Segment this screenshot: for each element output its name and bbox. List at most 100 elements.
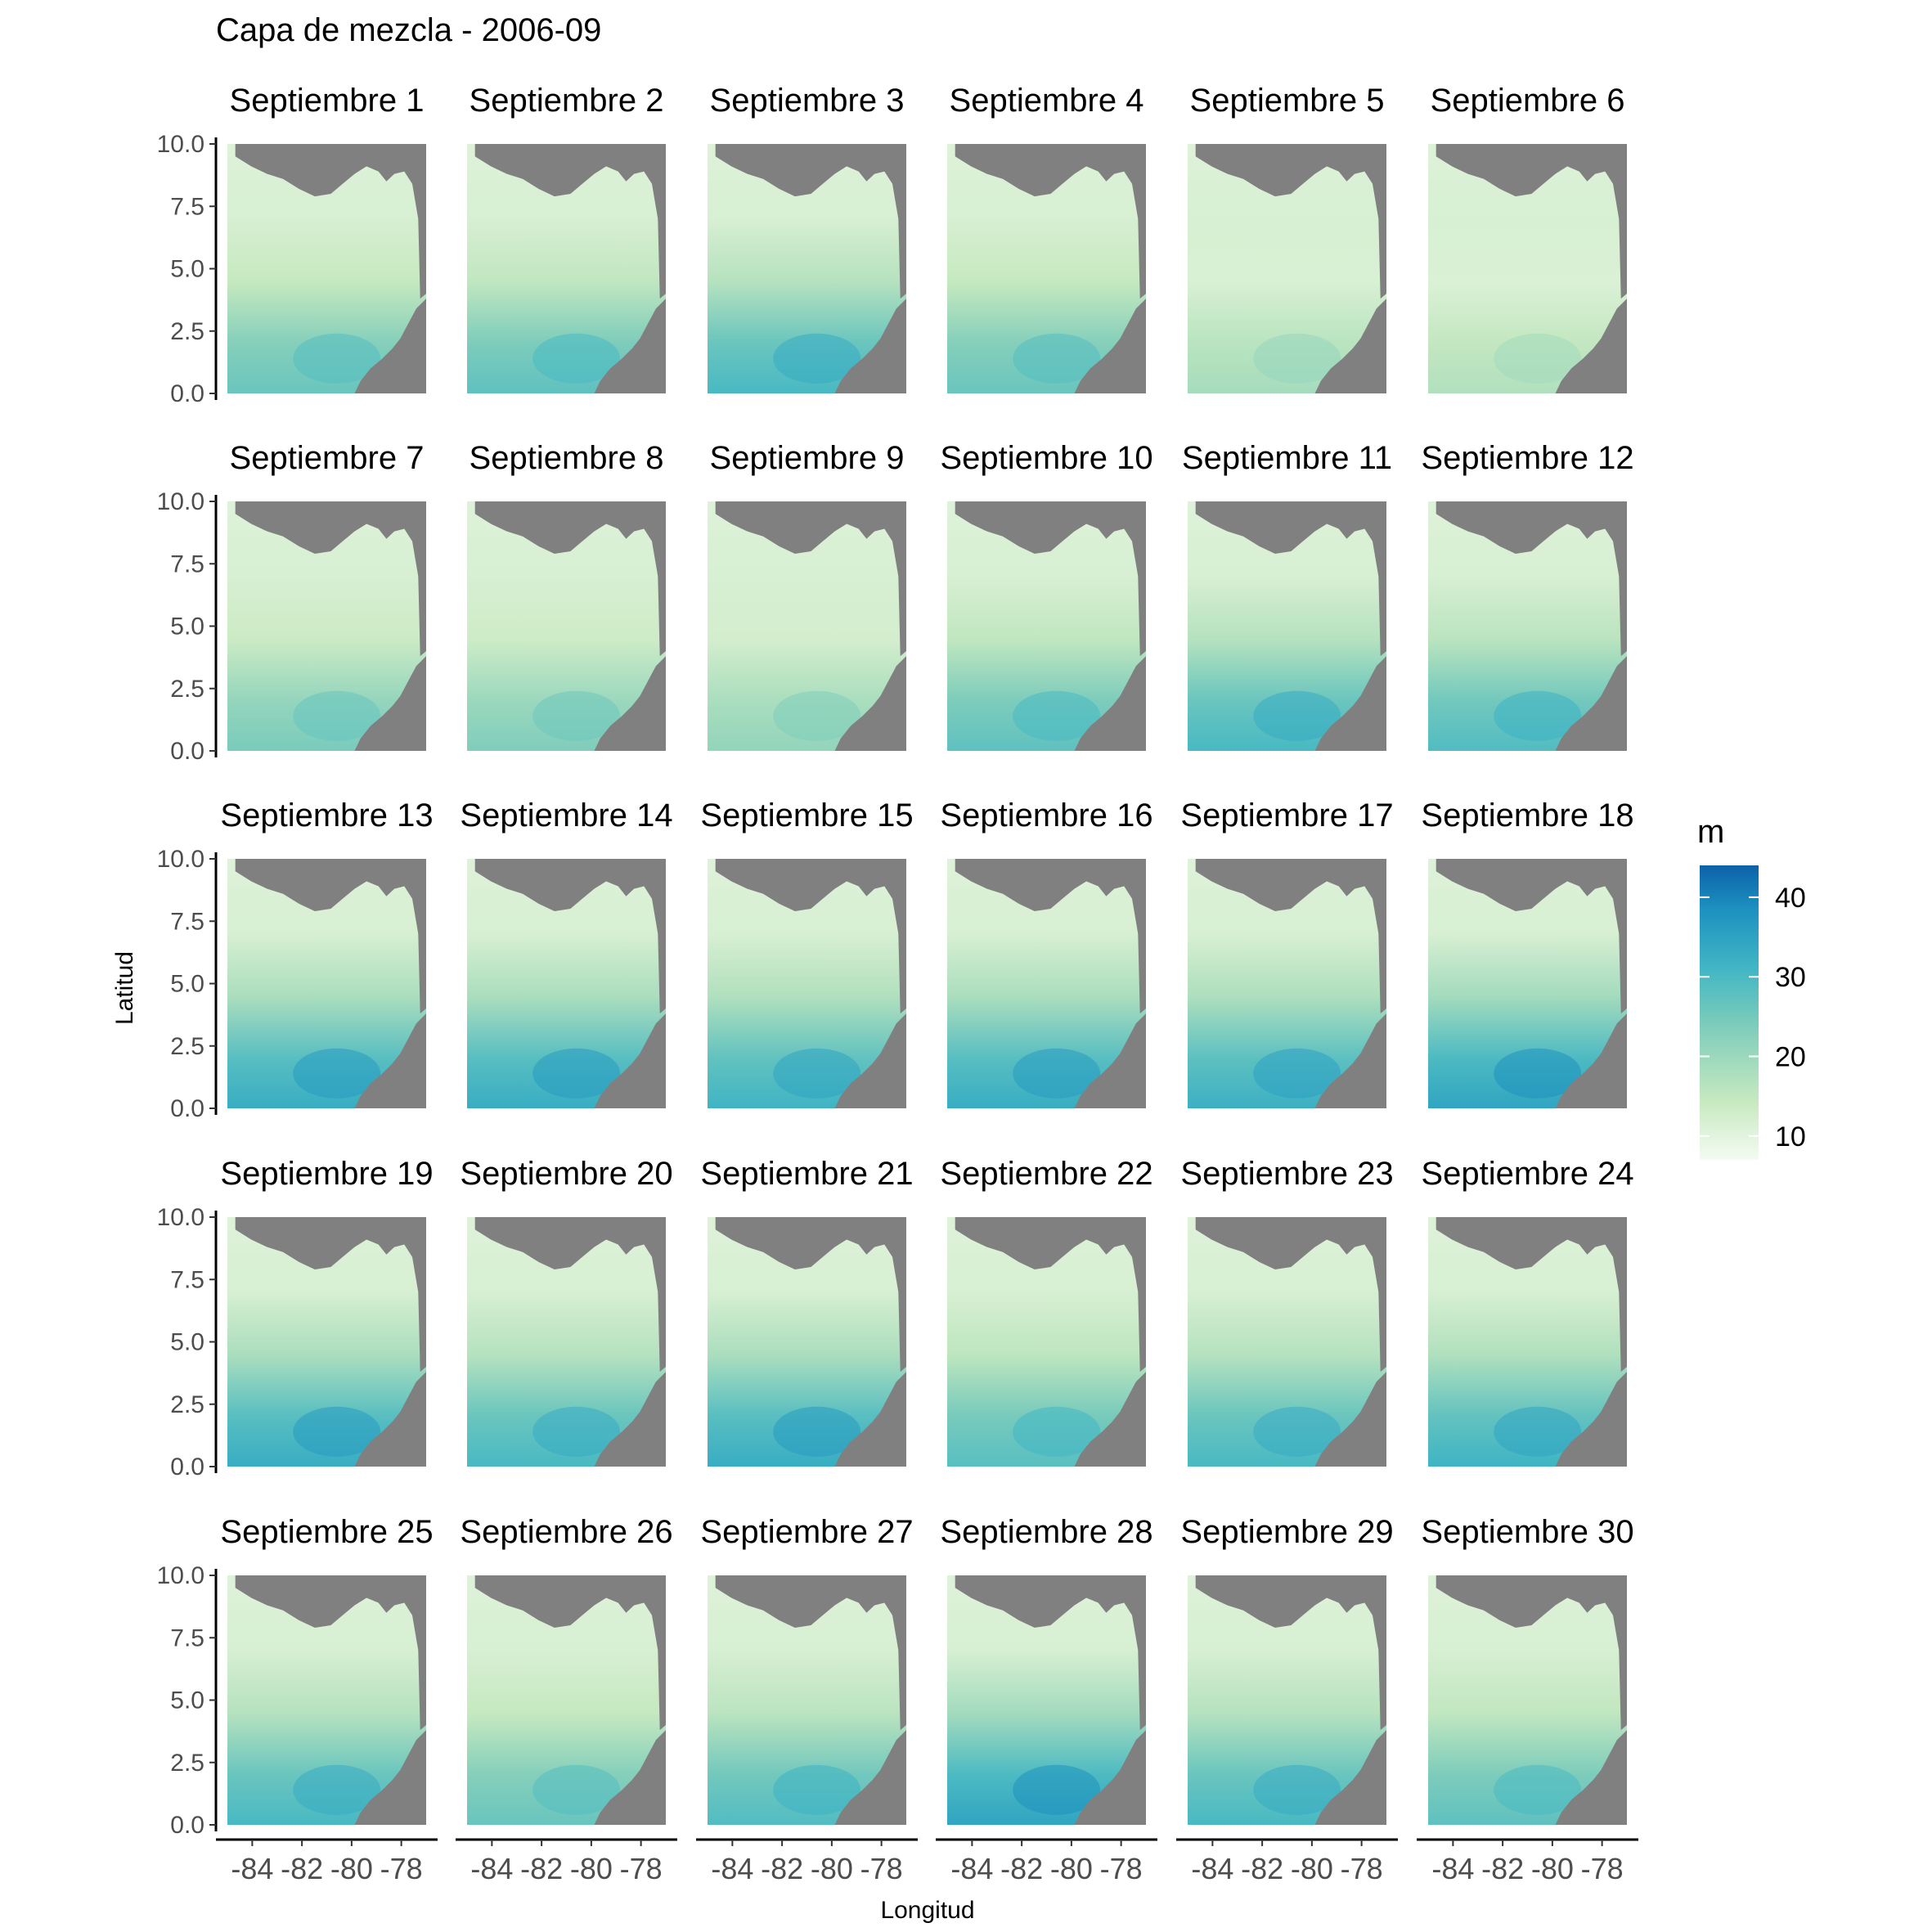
land-mask-south	[354, 656, 426, 751]
colorbar-legend: m 40 30 20 10	[1697, 814, 1806, 1160]
y-tick-label: 2.5	[170, 1750, 204, 1777]
facet-label: Septiembre 13	[220, 798, 433, 833]
land-mask-south	[594, 1372, 666, 1467]
heat-core	[1494, 1406, 1582, 1457]
colorbar-tick-label: 30	[1775, 962, 1806, 993]
land-mask-north	[715, 144, 906, 299]
facet-panel: Septiembre 25 0.0 2.5 5.0 7.5 10.0 -84 -82 -80 -7…	[157, 1514, 438, 1885]
x-tick-label: -84	[1431, 1852, 1474, 1885]
land-mask-south	[594, 1730, 666, 1825]
land-mask-south	[354, 1730, 426, 1825]
land-mask-north	[1195, 1575, 1386, 1731]
heat-core	[773, 1048, 861, 1099]
land-mask-south	[1074, 299, 1146, 393]
facet-panel: Septiembre 7 0.0 2.5 5.0 7.5 10.0	[157, 440, 426, 765]
land-mask-north	[955, 859, 1146, 1014]
facet-label: Septiembre 4	[950, 83, 1144, 119]
x-tick-label: -84	[950, 1852, 993, 1885]
land-mask-south	[1555, 299, 1627, 393]
land-mask-north	[235, 501, 426, 657]
land-mask-north	[235, 859, 426, 1014]
facet-label: Septiembre 1	[230, 83, 425, 119]
heat-core	[293, 1764, 381, 1815]
facet-panel: Septiembre 22	[940, 1156, 1153, 1467]
land-mask-north	[1436, 1217, 1627, 1373]
land-mask-south	[1314, 1730, 1386, 1825]
land-mask-north	[955, 1217, 1146, 1373]
facet-panel: Septiembre 28 -84 -82 -80 -78	[936, 1514, 1157, 1885]
facet-panel: Septiembre 24	[1421, 1156, 1634, 1467]
land-mask-north	[715, 501, 906, 657]
heat-core	[293, 690, 381, 741]
y-tick-label: 5.0	[170, 1329, 204, 1356]
land-mask-north	[474, 501, 666, 657]
x-tick-label: -84	[470, 1852, 513, 1885]
colorbar-tick-label: 20	[1775, 1042, 1806, 1073]
y-tick-label: 7.5	[170, 550, 204, 577]
facet-panel: Septiembre 27 -84 -82 -80 -78	[696, 1514, 918, 1885]
facet-panel: Septiembre 2	[467, 83, 666, 393]
y-tick-label: 0.0	[170, 1453, 204, 1480]
land-mask-north	[1436, 859, 1627, 1014]
y-tick-label: 0.0	[170, 380, 204, 407]
heat-core	[1253, 1764, 1341, 1815]
heat-core	[1494, 1764, 1582, 1815]
land-mask-north	[955, 1575, 1146, 1731]
facet-label: Septiembre 14	[460, 798, 672, 833]
land-mask-south	[594, 656, 666, 751]
facet-panel: Septiembre 23	[1180, 1156, 1394, 1467]
facet-label: Septiembre 11	[1182, 440, 1392, 476]
land-mask-south	[594, 299, 666, 393]
y-tick-label: 5.0	[170, 1687, 204, 1714]
land-mask-south	[834, 299, 906, 393]
heat-core	[1013, 333, 1101, 384]
facet-label: Septiembre 20	[460, 1156, 672, 1192]
land-mask-north	[1436, 144, 1627, 299]
facet-label: Septiembre 16	[940, 798, 1152, 833]
heat-core	[293, 1048, 381, 1099]
x-tick-label: -78	[860, 1852, 903, 1885]
land-mask-south	[354, 299, 426, 393]
facet-label: Septiembre 21	[700, 1156, 913, 1192]
heat-core	[293, 1406, 381, 1457]
facet-label: Septiembre 6	[1431, 83, 1625, 119]
land-mask-north	[1195, 1217, 1386, 1373]
facet-panel: Septiembre 30 -84 -82 -80 -78	[1417, 1514, 1638, 1885]
land-mask-south	[1555, 656, 1627, 751]
land-mask-south	[1074, 656, 1146, 751]
y-tick-label: 7.5	[170, 193, 204, 220]
x-tick-label: -80	[1531, 1852, 1574, 1885]
colorbar-ticks: 40 30 20 10	[1700, 883, 1806, 1152]
facet-panel: Septiembre 10	[940, 440, 1153, 751]
facet-panel: Septiembre 3	[708, 83, 906, 393]
facet-label: Septiembre 10	[940, 440, 1152, 476]
x-tick-label: -84	[231, 1852, 273, 1885]
x-tick-label: -84	[711, 1852, 753, 1885]
facet-label: Septiembre 2	[470, 83, 664, 119]
chart-title: Capa de mezcla - 2006-09	[216, 12, 601, 48]
facet-label: Septiembre 8	[470, 440, 664, 476]
y-axis-label: Latitud	[111, 951, 138, 1025]
heat-core	[1253, 1406, 1341, 1457]
heat-core	[1013, 1048, 1101, 1099]
x-tick-label: -82	[281, 1852, 323, 1885]
heat-core	[1494, 333, 1582, 384]
x-tick-label: -78	[1341, 1852, 1383, 1885]
x-tick-label: -80	[330, 1852, 373, 1885]
land-mask-south	[834, 656, 906, 751]
land-mask-south	[834, 1013, 906, 1108]
y-tick-label: 5.0	[170, 971, 204, 998]
x-tick-label: -84	[1191, 1852, 1233, 1885]
heat-core	[773, 1406, 861, 1457]
land-mask-south	[1314, 656, 1386, 751]
x-axis-label: Longitud	[880, 1897, 974, 1924]
heat-core	[293, 333, 381, 384]
facet-label: Septiembre 26	[460, 1514, 672, 1550]
land-mask-south	[594, 1013, 666, 1108]
colorbar-tick-label: 10	[1775, 1121, 1806, 1152]
colorbar-gradient	[1700, 865, 1759, 1160]
land-mask-south	[1314, 1372, 1386, 1467]
heat-core	[532, 690, 621, 741]
facet-panel: Septiembre 13 0.0 2.5 5.0 7.5 10.0	[157, 798, 434, 1122]
